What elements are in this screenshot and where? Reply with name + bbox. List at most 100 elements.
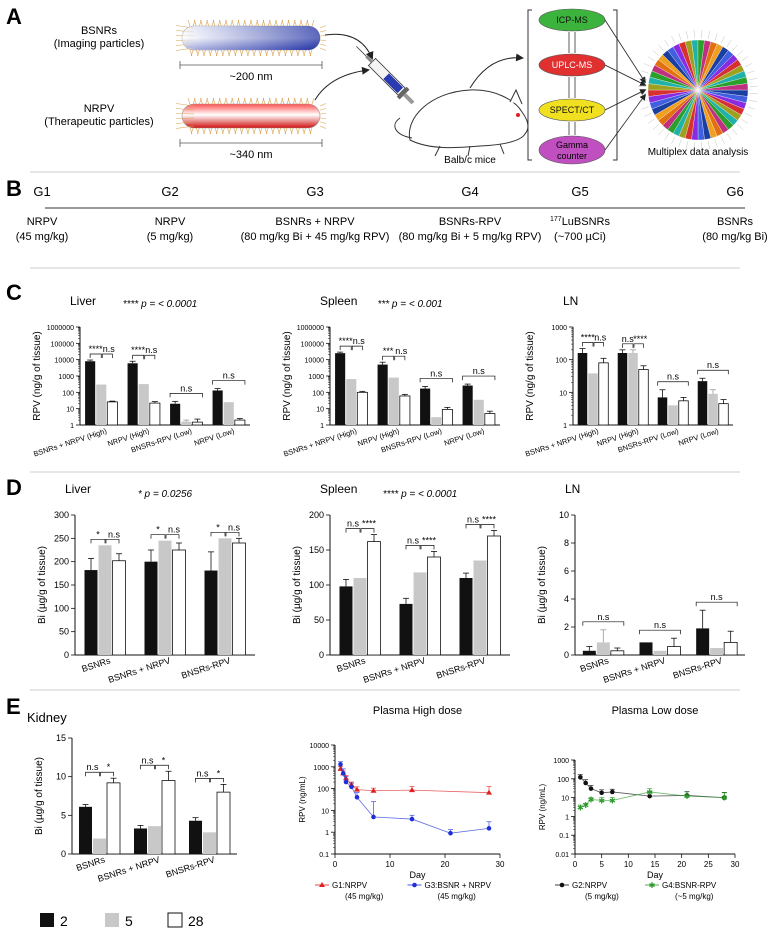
bar <box>149 402 161 426</box>
group-id-g3: G3 <box>306 184 323 199</box>
bar <box>93 838 106 854</box>
sig-bracket <box>225 531 240 537</box>
bar <box>98 545 112 655</box>
sig-bracket <box>210 531 226 537</box>
legend-sublabel: (45 mg/kg) <box>438 892 477 901</box>
data-point: ✱ <box>609 797 616 806</box>
nanorod-ligand <box>193 97 197 105</box>
group-id-g4: G4 <box>461 184 478 199</box>
nanorod-ligand <box>290 49 294 57</box>
sig-label: n.s <box>108 529 121 539</box>
nrpv-rod-illustration <box>175 97 327 135</box>
stat-annotation: * p = 0.0256 <box>138 489 193 500</box>
arrow-mouse-to-methods <box>469 53 524 89</box>
sig-label: n.s <box>168 525 181 535</box>
y-axis-label: RPV (ng/g of tissue) <box>32 331 43 420</box>
data-point <box>486 789 492 795</box>
y-tick-label: 1 <box>320 423 324 430</box>
panel-letter-c: C <box>6 280 22 305</box>
bar <box>610 650 625 656</box>
bar <box>191 421 203 426</box>
bar <box>203 832 216 854</box>
y-tick-label: 1000 <box>553 758 569 765</box>
nanorod-ligand <box>237 97 241 105</box>
arrow-to-pie <box>604 19 646 84</box>
bar <box>218 538 232 655</box>
bar <box>212 390 223 425</box>
y-tick-label: 1000 <box>58 374 74 381</box>
sig-label: **** <box>482 514 497 524</box>
nanorod-ligand <box>250 19 253 27</box>
chart-title: Liver <box>70 294 96 308</box>
nanorod-ligand <box>275 97 278 105</box>
sig-bracket <box>150 534 166 539</box>
pie-leader-line <box>744 112 752 117</box>
method-gamma-counter-label: Gamma <box>556 140 588 150</box>
nanorod-ligand <box>287 19 291 27</box>
multiplex-pie-chart <box>638 30 758 150</box>
data-point <box>354 794 360 800</box>
pie-leader-line <box>664 133 670 140</box>
y-tick-label: 100000 <box>301 341 324 348</box>
category-label: BSNRs <box>80 655 112 674</box>
nanorod-ligand <box>175 103 195 107</box>
group-treatment-g1: NRPV <box>27 216 58 228</box>
panel-letter-a: A <box>6 4 22 29</box>
bar <box>85 361 96 425</box>
chart-title: Kidney <box>27 710 67 725</box>
sig-label: n.s <box>407 535 420 545</box>
x-tick-label: 10 <box>386 860 395 869</box>
y-tick-label: 1000 <box>313 765 329 772</box>
pie-leader-line <box>678 139 682 147</box>
nanorod-ligand <box>197 127 200 135</box>
sig-label: **** <box>131 345 146 355</box>
sig-bracket <box>210 778 224 783</box>
nanorod-ligand <box>175 113 195 115</box>
nanorod-ligand <box>193 19 197 27</box>
sig-label: * <box>217 768 221 778</box>
group-dose-g4: (80 mg/kg Bi + 5 mg/kg RPV) <box>399 231 542 243</box>
pie-leader-line <box>641 106 649 110</box>
mouse-icon <box>394 88 529 157</box>
method-spect-ct-label: SPECT/CT <box>550 105 595 115</box>
nanorod-ligand <box>319 35 327 37</box>
nanorod-ligand <box>187 97 191 105</box>
method-icp-ms-label: ICP-MS <box>556 15 588 25</box>
bar <box>617 352 628 425</box>
y-tick-label: 100 <box>312 390 324 397</box>
sig-label: n.s <box>353 336 366 346</box>
data-point: ✱ <box>598 797 605 806</box>
nanorod-ligand <box>278 49 282 57</box>
sig-label: n.s <box>180 383 193 393</box>
nanorod-ligand <box>231 19 235 27</box>
sig-label: n.s <box>597 612 610 622</box>
bar <box>473 560 487 655</box>
group-treatment-g3: BSNRs + NRPV <box>275 216 355 228</box>
bar <box>708 393 718 425</box>
x-tick-label: 15 <box>651 860 660 869</box>
nanorod-ligand <box>209 127 213 135</box>
pie-leader-line <box>749 93 758 95</box>
sig-label: n.s <box>473 366 486 376</box>
bar <box>234 419 246 426</box>
sig-bracket <box>622 343 634 348</box>
sig-label: n.s <box>430 368 443 378</box>
group-dose-g2: (5 mg/kg) <box>147 231 193 243</box>
arrow-nrpv-to-syringe <box>314 66 370 101</box>
sig-bracket <box>155 764 169 770</box>
data-point: ✱ <box>582 801 589 810</box>
stat-annotation: *** p = < 0.001 <box>377 299 442 310</box>
nanorod-ligand <box>319 108 327 111</box>
syringe-icon <box>356 46 415 105</box>
nanorod-ligand <box>303 127 307 135</box>
nanorod-ligand <box>309 127 313 135</box>
nanorod-ligand <box>247 127 250 135</box>
sig-bracket <box>165 534 180 539</box>
y-tick-label: 10 <box>561 796 569 803</box>
pie-leader-line <box>693 141 695 150</box>
bar <box>399 395 411 426</box>
sig-bracket <box>695 601 738 607</box>
y-tick-label: 4 <box>564 594 569 604</box>
